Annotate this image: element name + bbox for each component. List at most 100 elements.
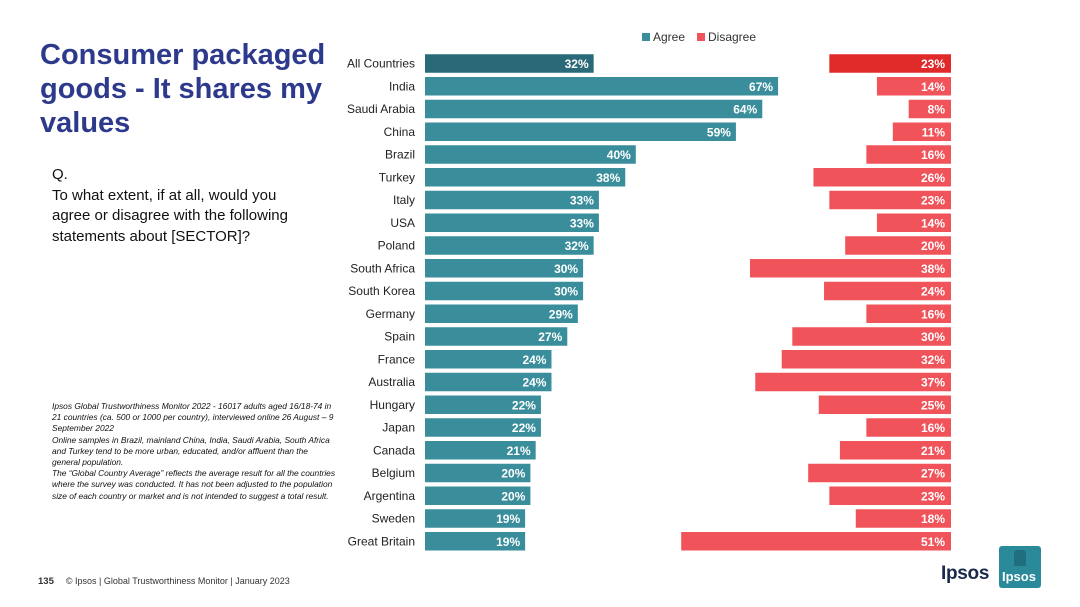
disagree-bar: [876, 213, 951, 232]
disagree-value-label: 27%: [921, 467, 945, 481]
disagree-value-label: 16%: [921, 421, 945, 435]
question-label: Q.: [52, 166, 68, 183]
category-label: Great Britain: [348, 534, 415, 548]
category-label: Japan: [382, 421, 415, 435]
agree-bar: [425, 532, 526, 551]
note-average: The “Global Country Average” reflects th…: [52, 468, 336, 501]
agree-bar: [425, 509, 526, 528]
category-label: Canada: [373, 443, 415, 457]
question-text: To what extent, if at all, would you agr…: [52, 186, 288, 245]
disagree-bar: [876, 77, 951, 96]
legend-swatch-disagree: [697, 33, 705, 41]
disagree-bar: [829, 190, 951, 210]
disagree-value-label: 16%: [921, 148, 945, 162]
agree-value-label: 33%: [570, 194, 594, 208]
agree-bar: [425, 350, 552, 369]
legend-label-agree: Agree: [653, 30, 685, 44]
disagree-value-label: 25%: [921, 398, 945, 412]
disagree-value-label: 23%: [921, 489, 945, 503]
disagree-bar: [839, 441, 951, 460]
category-label: Spain: [384, 330, 415, 344]
agree-value-label: 20%: [501, 489, 525, 503]
agree-value-label: 30%: [554, 262, 578, 276]
disagree-value-label: 37%: [921, 376, 945, 390]
disagree-bar: [818, 395, 951, 414]
category-label: Belgium: [372, 466, 415, 480]
disagree-bar: [845, 236, 951, 255]
disagree-bar: [681, 532, 951, 551]
category-label: Saudi Arabia: [347, 102, 415, 116]
category-label: USA: [390, 216, 415, 230]
category-label: Brazil: [385, 148, 415, 162]
category-label: Hungary: [370, 398, 415, 412]
agree-value-label: 40%: [607, 148, 631, 162]
agree-bar: [425, 304, 578, 323]
category-label: Argentina: [364, 489, 416, 503]
category-label: Poland: [378, 239, 415, 253]
disagree-bar: [749, 259, 951, 278]
category-label: Germany: [366, 307, 415, 321]
legend-swatch-agree: [642, 33, 650, 41]
category-label: Sweden: [372, 512, 415, 526]
methodology-notes: Ipsos Global Trustworthiness Monitor 202…: [52, 401, 337, 502]
page-number: 135: [38, 576, 54, 587]
agree-bar: [425, 281, 584, 301]
disagree-value-label: 23%: [921, 57, 945, 71]
agree-value-label: 27%: [538, 330, 562, 344]
legend-label-disagree: Disagree: [708, 30, 756, 44]
agree-bar: [425, 327, 568, 346]
disagree-bar: [824, 281, 951, 301]
agree-value-label: 24%: [522, 353, 546, 367]
agree-bar: [425, 418, 541, 437]
agree-value-label: 38%: [596, 171, 620, 185]
disagree-value-label: 26%: [921, 171, 945, 185]
agree-value-label: 59%: [707, 125, 731, 139]
agree-value-label: 21%: [507, 444, 531, 458]
disagree-bar: [792, 327, 951, 346]
category-label: South Africa: [350, 261, 415, 275]
category-label: All Countries: [347, 57, 415, 71]
disagree-value-label: 24%: [921, 285, 945, 299]
footer-text: © Ipsos | Global Trustworthiness Monitor…: [65, 576, 290, 586]
agree-value-label: 22%: [512, 421, 536, 435]
agree-value-label: 30%: [554, 285, 578, 299]
disagree-bar: [866, 304, 951, 323]
survey-question: Q. To what extent, if at all, would you …: [52, 165, 302, 247]
note-online: Online samples in Brazil, mainland China…: [52, 434, 330, 468]
ipsos-logo-icon: Ipsos: [999, 546, 1041, 588]
disagree-value-label: 30%: [921, 330, 945, 344]
agree-value-label: 24%: [522, 376, 546, 390]
page-title: Consumer packaged goods - It shares my v…: [40, 39, 326, 139]
agree-bar: [425, 99, 763, 119]
category-label: Australia: [368, 375, 415, 389]
agree-value-label: 29%: [549, 307, 573, 321]
disagree-bar: [866, 418, 951, 437]
agree-value-label: 19%: [496, 535, 520, 549]
agree-value-label: 22%: [512, 398, 536, 412]
agree-value-label: 33%: [570, 216, 594, 230]
category-label: South Korea: [348, 284, 415, 298]
disagree-value-label: 21%: [921, 444, 945, 458]
agree-value-label: 20%: [501, 467, 525, 481]
disagree-value-label: 38%: [921, 262, 945, 276]
disagree-value-label: 14%: [921, 80, 945, 94]
disagree-bar: [829, 54, 951, 73]
disagree-bar: [755, 372, 951, 392]
agree-bar: [425, 145, 636, 164]
disagree-value-label: 51%: [921, 535, 945, 549]
disagree-bar: [892, 122, 951, 141]
category-label: China: [384, 125, 416, 139]
agree-bar: [425, 236, 594, 255]
agree-bar: [425, 486, 531, 505]
disagree-value-label: 14%: [921, 216, 945, 230]
agree-value-label: 64%: [733, 103, 757, 117]
agree-bar: [425, 441, 536, 460]
category-label: Italy: [393, 193, 415, 207]
agree-bar: [425, 372, 552, 392]
agree-bar: [425, 190, 599, 210]
category-label: India: [389, 79, 415, 93]
disagree-bar: [908, 99, 951, 119]
disagree-value-label: 20%: [921, 239, 945, 253]
disagree-value-label: 18%: [921, 512, 945, 526]
